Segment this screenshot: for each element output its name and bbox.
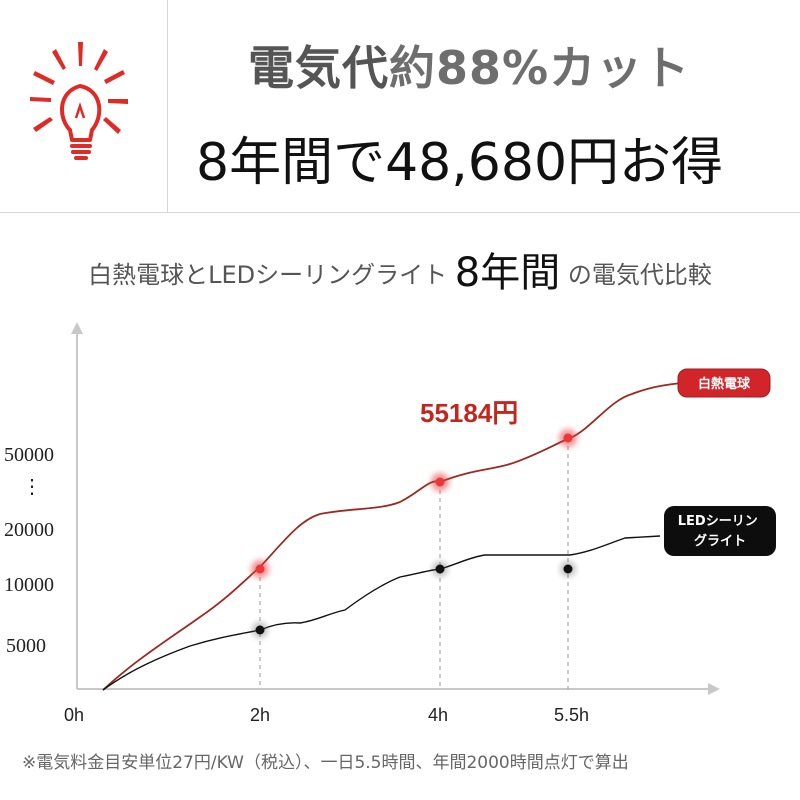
headline-savings: 電気代約88%カット bbox=[248, 32, 768, 98]
data-point-led bbox=[435, 564, 445, 574]
headline-part1: 電気代 bbox=[248, 41, 389, 95]
legend-tag-incandescent: 白熱電球 bbox=[677, 368, 771, 398]
headline-amount: 8年間で48,680円お得 bbox=[196, 133, 724, 193]
y-axis-arrow bbox=[71, 322, 83, 334]
legend-tag-incandescent-label: 白熱電球 bbox=[698, 376, 751, 392]
chart-heading-after: の電気代比較 bbox=[567, 261, 712, 289]
data-point-incandescent bbox=[255, 564, 265, 574]
series-line-led bbox=[102, 535, 661, 691]
chart-heading: 白熱電球とLEDシーリングライト 8年間 の電気代比較 bbox=[0, 240, 800, 298]
data-point-incandescent bbox=[563, 433, 573, 443]
x-axis-arrow bbox=[708, 683, 720, 695]
cost-comparison-chart: 55184円 白熱電球 LEDシーリン グライト 50000 ⋮ 20000 1… bbox=[4, 322, 776, 725]
lightbulb-icon bbox=[30, 42, 128, 160]
x-tick-label: 5.5h bbox=[554, 705, 589, 725]
data-point-led bbox=[255, 625, 265, 635]
data-point-led bbox=[563, 564, 573, 574]
x-tick-label: 4h bbox=[428, 705, 448, 725]
footnote: ※電気料金目安単位27円/KW（税込）、一日5.5時間、年間2000時間点灯で算… bbox=[22, 753, 629, 773]
callout-value: 55184円 bbox=[420, 398, 518, 428]
x-tick-label: 0h bbox=[64, 705, 84, 725]
x-tick-label: 2h bbox=[250, 705, 270, 725]
data-point-incandescent bbox=[435, 477, 445, 487]
y-tick-label: 10000 bbox=[4, 574, 54, 596]
y-tick-label: 50000 bbox=[4, 444, 54, 466]
y-tick-label: 5000 bbox=[6, 635, 46, 657]
header-banner: 電気代約88%カット 8年間で48,680円お得 bbox=[0, 0, 800, 213]
series-line-incandescent bbox=[102, 381, 701, 691]
chart-heading-before: 白熱電球とLEDシーリングライト bbox=[88, 261, 448, 289]
y-tick-label: 20000 bbox=[4, 519, 54, 541]
legend-tag-led-label: LEDシーリン グライト bbox=[678, 514, 763, 549]
headline-part2: 約88%カット bbox=[389, 41, 691, 95]
logo-area bbox=[0, 0, 168, 212]
y-tick-ellipsis: ⋮ bbox=[22, 476, 42, 498]
legend-tag-led: LEDシーリン グライト bbox=[664, 506, 776, 556]
chart-heading-emphasis: 8年間 bbox=[454, 250, 561, 296]
